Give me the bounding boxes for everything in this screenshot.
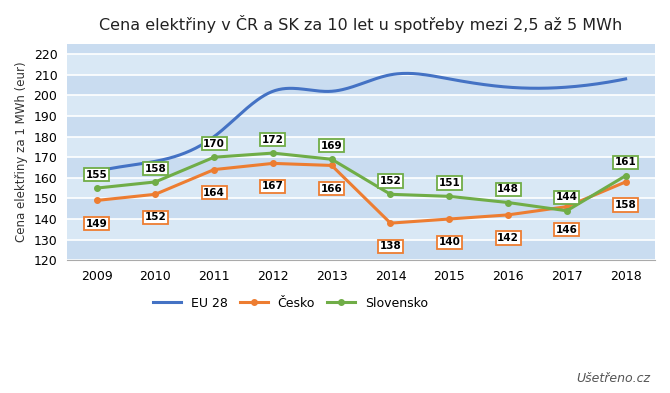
Text: 155: 155 — [86, 170, 107, 180]
Text: 152: 152 — [145, 212, 166, 222]
Text: 152: 152 — [380, 176, 401, 186]
Text: 172: 172 — [262, 135, 284, 145]
Text: 146: 146 — [556, 225, 578, 235]
Text: 142: 142 — [497, 233, 519, 243]
Text: 169: 169 — [321, 141, 342, 151]
Bar — [67, 178, 655, 198]
Bar — [67, 240, 655, 260]
Bar — [67, 75, 655, 95]
Legend: EU 28, Česko, Slovensko: EU 28, Česko, Slovensko — [148, 292, 433, 314]
Text: 164: 164 — [203, 187, 225, 198]
Text: 158: 158 — [145, 163, 166, 174]
Text: 138: 138 — [380, 241, 401, 251]
Text: 149: 149 — [86, 219, 107, 228]
Text: 161: 161 — [615, 158, 636, 167]
Text: 158: 158 — [615, 200, 636, 210]
Text: 151: 151 — [438, 178, 460, 188]
Text: 140: 140 — [438, 237, 460, 247]
Bar — [67, 137, 655, 157]
Y-axis label: Cena elektřiny za 1 MWh (eur): Cena elektřiny za 1 MWh (eur) — [15, 62, 28, 242]
Text: 148: 148 — [497, 184, 519, 194]
Text: 144: 144 — [556, 193, 578, 202]
Bar — [67, 116, 655, 137]
Title: Cena elektřiny v ČR a SK za 10 let u spotřeby mezi 2,5 až 5 MWh: Cena elektřiny v ČR a SK za 10 let u spo… — [99, 15, 622, 33]
Bar — [67, 54, 655, 75]
Bar — [67, 44, 655, 54]
Bar — [67, 219, 655, 240]
Text: 167: 167 — [262, 182, 284, 191]
Bar — [67, 198, 655, 219]
Bar — [67, 157, 655, 178]
Text: 166: 166 — [321, 184, 342, 193]
Text: Ušetřeno.cz: Ušetřeno.cz — [576, 372, 650, 385]
Bar — [67, 95, 655, 116]
Text: 170: 170 — [203, 139, 225, 149]
